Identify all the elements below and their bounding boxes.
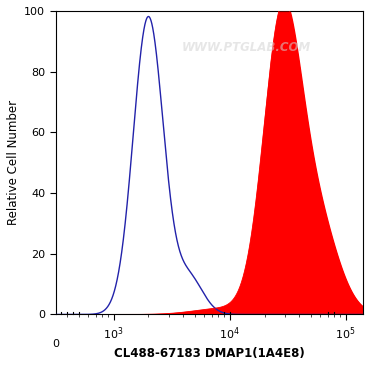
X-axis label: CL488-67183 DMAP1(1A4E8): CL488-67183 DMAP1(1A4E8): [114, 347, 305, 360]
Text: WWW.PTGLAB.COM: WWW.PTGLAB.COM: [182, 41, 311, 54]
Y-axis label: Relative Cell Number: Relative Cell Number: [7, 100, 20, 225]
Text: 0: 0: [52, 339, 59, 349]
